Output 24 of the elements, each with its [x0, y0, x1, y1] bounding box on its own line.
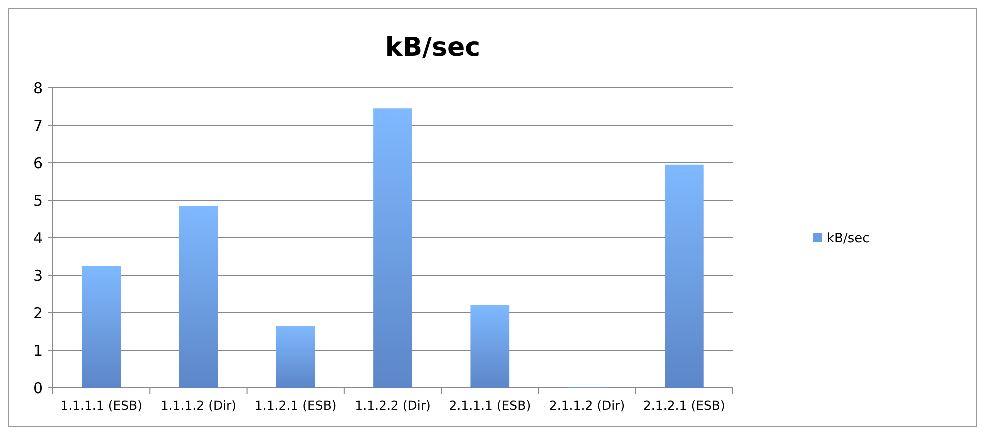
- x-tick-label: 2.1.1.2 (Dir): [549, 398, 626, 413]
- x-tick-label: 1.1.2.2 (Dir): [355, 398, 431, 413]
- x-tick-label: 1.1.1.1 (ESB): [60, 398, 143, 413]
- bar: [665, 164, 704, 388]
- x-tick-label: 2.1.1.1 (ESB): [449, 398, 532, 413]
- bar: [470, 306, 510, 388]
- bar: [276, 326, 316, 388]
- chart-title: kB/sec: [385, 33, 481, 63]
- y-tick-label: 5: [33, 192, 43, 210]
- bar: [179, 206, 218, 388]
- x-tick-label: 1.1.1.2 (Dir): [160, 398, 237, 413]
- x-tick-label: 1.1.2.1 (ESB): [254, 398, 337, 413]
- y-tick-label: 1: [33, 342, 43, 360]
- y-tick-label: 6: [33, 154, 43, 172]
- bar: [374, 108, 412, 388]
- y-tick-label: 4: [33, 229, 43, 248]
- y-tick-label: 2: [33, 304, 43, 322]
- x-tick-label: 2.1.2.1 (ESB): [643, 398, 726, 413]
- bar: [82, 266, 121, 388]
- y-tick-label: 3: [33, 266, 43, 285]
- y-tick-label: 0: [33, 379, 43, 398]
- y-tick-label: 8: [33, 79, 43, 98]
- y-tick-label: 7: [33, 116, 43, 135]
- legend-label: kB/sec: [827, 232, 870, 247]
